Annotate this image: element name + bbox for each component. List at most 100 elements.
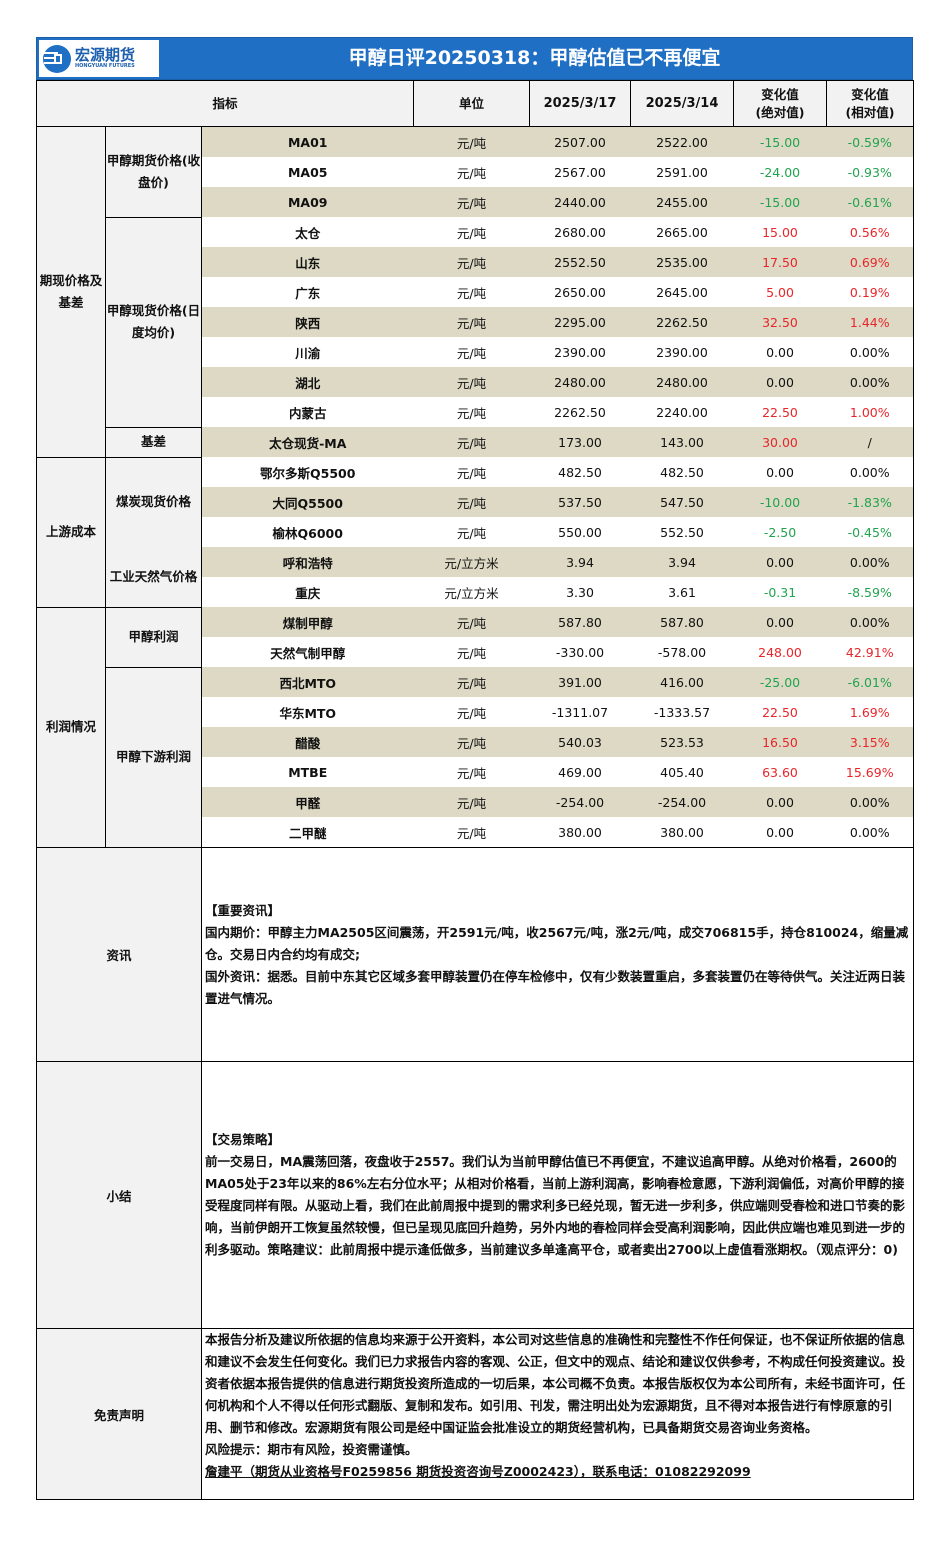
rel-change-value: 0.00% bbox=[826, 817, 914, 848]
disclaimer-row: 免责声明 本报告分析及建议所依据的信息均来源于公开资料，本公司对这些信息的准确性… bbox=[36, 1328, 914, 1500]
date2-value: 482.50 bbox=[660, 464, 704, 480]
news-row: 资讯 【重要资讯】 国内期价：甲醇主力MA2505区间震荡，开2591元/吨，收… bbox=[36, 847, 914, 1062]
disclaimer-label: 免责声明 bbox=[36, 1328, 202, 1500]
abs-change-value: -0.31 bbox=[763, 584, 797, 600]
col-date1: 2025/3/17 bbox=[529, 80, 631, 127]
table-row: 大同Q5500 元/吨 537.50 547.50 -10.00 -1.83% bbox=[37, 487, 914, 517]
news-line: 国内期价：甲醇主力MA2505区间震荡，开2591元/吨，收2567元/吨，涨2… bbox=[205, 924, 909, 962]
unit-cell: 元/立方米 bbox=[413, 547, 530, 577]
col-abs-change-line1: 变化值 bbox=[761, 86, 799, 102]
unit-cell: 元/吨 bbox=[413, 607, 530, 637]
abs-change-value: -2.50 bbox=[763, 524, 797, 540]
rel-change-value: 42.91% bbox=[826, 637, 914, 667]
table-row: 天然气制甲醇 元/吨 -330.00 -578.00 248.00 42.91% bbox=[37, 637, 914, 667]
abs-change-value: 0.00 bbox=[733, 607, 827, 637]
date2-value: 2480.00 bbox=[630, 367, 734, 397]
indicator-name: MA01 bbox=[201, 126, 414, 157]
table-row: 湖北 元/吨 2480.00 2480.00 0.00 0.00% bbox=[37, 367, 914, 397]
unit-cell: 元/吨 bbox=[413, 487, 530, 517]
table-row: 醋酸 元/吨 540.03 523.53 16.50 3.15% bbox=[37, 727, 914, 757]
table-row: MTBE 元/吨 469.00 405.40 63.60 15.69% bbox=[37, 757, 914, 787]
summary-content: 【交易策略】 前一交易日，MA震荡回落，夜盘收于2557。我们认为当前甲醇估值已… bbox=[201, 1061, 914, 1329]
table-row: 利润情况 甲醇利润 煤制甲醇 元/吨 587.80 587.80 0.00 0.00% bbox=[36, 606, 914, 848]
unit-cell: 元/吨 bbox=[413, 727, 530, 757]
rel-change-value: -0.59% bbox=[826, 126, 914, 157]
abs-change-value: 0.00 bbox=[766, 344, 794, 360]
date1-value: -330.00 bbox=[555, 644, 605, 660]
unit-cell: 元/吨 bbox=[413, 667, 530, 697]
table-row: 山东 元/吨 2552.50 2535.00 17.50 0.69% bbox=[37, 247, 914, 277]
indicator-name: MA05 bbox=[287, 164, 328, 180]
indicator-name: 煤制甲醇 bbox=[201, 607, 414, 637]
unit-cell: 元/吨 bbox=[413, 307, 530, 337]
rel-change-value: / bbox=[826, 427, 914, 457]
indicator-name: MA09 bbox=[201, 187, 414, 217]
indicator-name: 太仓 bbox=[295, 225, 321, 241]
indicator-name: 呼和浩特 bbox=[201, 547, 414, 577]
subgroup-label: 甲醇利润 bbox=[105, 606, 202, 668]
rel-change-value: 0.19% bbox=[826, 277, 914, 307]
company-logo: 宏源期货 HONGYUAN FUTURES bbox=[39, 40, 159, 77]
indicator-name: 天然气制甲醇 bbox=[270, 645, 346, 661]
logo-text-en: HONGYUAN FUTURES bbox=[75, 63, 135, 69]
indicator-name: 华东MTO bbox=[279, 705, 337, 721]
date1-value: 540.03 bbox=[529, 727, 631, 757]
date1-value: 2507.00 bbox=[529, 126, 631, 157]
abs-change-value: 0.00 bbox=[766, 464, 794, 480]
date2-value: 523.53 bbox=[630, 727, 734, 757]
report-title: 甲醇日评20250318：甲醇估值已不再便宜 bbox=[348, 47, 721, 69]
date1-value: 173.00 bbox=[529, 427, 631, 457]
abs-change-value: 0.00 bbox=[733, 817, 827, 848]
table-row: 基差 太仓现货-MA 元/吨 173.00 143.00 30.00/ bbox=[37, 426, 914, 458]
indicator-name: 二甲醚 bbox=[201, 817, 414, 848]
news-heading: 【重要资讯】 bbox=[205, 902, 281, 918]
abs-change-value: -25.00 bbox=[733, 667, 827, 697]
rel-change-value: 1.44% bbox=[826, 307, 914, 337]
date2-value: 380.00 bbox=[630, 817, 734, 848]
date1-value: -1311.07 bbox=[551, 704, 609, 720]
indicator-name: 广东 bbox=[295, 285, 321, 301]
news-label: 资讯 bbox=[36, 847, 202, 1062]
table-row: 华东MTO 元/吨 -1311.07 -1333.57 22.50 1.69% bbox=[37, 697, 914, 727]
table-row: 工业天然气价格 呼和浩特 元/立方米 3.94 3.94 0.00 0.00% bbox=[37, 547, 914, 608]
table-row: 榆林Q6000 元/吨 550.00 552.50 -2.50 -0.45% bbox=[37, 517, 914, 547]
indicator-name: MTBE bbox=[288, 764, 328, 780]
abs-change-value: 0.00 bbox=[733, 787, 827, 817]
abs-change-value: -15.00 bbox=[733, 126, 827, 157]
date1-value: 391.00 bbox=[529, 667, 631, 697]
subgroup-label: 工业天然气价格 bbox=[105, 547, 202, 608]
rel-change-value: -0.61% bbox=[826, 187, 914, 217]
summary-heading: 【交易策略】 bbox=[205, 1132, 281, 1147]
data-table: 指标 单位 2025/3/17 2025/3/14 变化值 (绝对值) 变化值 (相… bbox=[36, 80, 914, 1500]
table-row: 甲醇现货价格(日度均价) 太仓 元/吨 2680.00 2665.00 15.00 0.56… bbox=[37, 216, 914, 428]
rel-change-value: -1.83% bbox=[826, 487, 914, 517]
date2-value: 3.94 bbox=[630, 547, 734, 577]
category-label: 利润情况 bbox=[36, 606, 106, 848]
table-row: MA09 元/吨 2440.00 2455.00 -15.00 -0.61% bbox=[37, 187, 914, 217]
category-label: 期现价格及基差 bbox=[36, 126, 106, 458]
unit-cell: 元/吨 bbox=[456, 765, 487, 781]
date1-value: 550.00 bbox=[558, 524, 602, 540]
table-row: 陕西 元/吨 2295.00 2262.50 32.50 1.44% bbox=[37, 307, 914, 337]
date2-value: 547.50 bbox=[630, 487, 734, 517]
rel-change-value: 1.69% bbox=[826, 697, 914, 727]
unit-cell: 元/吨 bbox=[413, 187, 530, 217]
unit-cell: 元/吨 bbox=[456, 285, 487, 301]
unit-cell: 元/吨 bbox=[456, 405, 487, 421]
abs-change-value: 248.00 bbox=[758, 644, 802, 660]
date1-value: 380.00 bbox=[529, 817, 631, 848]
indicator-name: 榆林Q6000 bbox=[272, 525, 343, 541]
report-header: 宏源期货 HONGYUAN FUTURES 甲醇日评20250318：甲醇估值已… bbox=[36, 37, 913, 80]
disclaimer-text: 本报告分析及建议所依据的信息均来源于公开资料，本公司对这些信息的准确性和完整性不… bbox=[205, 1332, 906, 1435]
date2-value: -1333.57 bbox=[653, 704, 711, 720]
table-row: 甲醇下游利润 西北MTO 元/吨 391.00 416.00 -25.00 -6.01% bbox=[37, 666, 914, 848]
table-row: 二甲醚 元/吨 380.00 380.00 0.00 0.00% bbox=[37, 817, 914, 848]
subgroup-label: 甲醇现货价格(日度均价) bbox=[105, 216, 202, 428]
summary-text: 前一交易日，MA震荡回落，夜盘收于2557。我们认为当前甲醇估值已不再便宜，不建… bbox=[205, 1154, 906, 1257]
date2-value: -578.00 bbox=[657, 644, 707, 660]
unit-cell: 元/吨 bbox=[456, 525, 487, 541]
unit-cell: 元/吨 bbox=[456, 465, 487, 481]
news-line: 国外资讯：据悉。目前中东其它区域多套甲醇装置仍在停车检修中，仅有少数装置重启，多… bbox=[205, 968, 906, 1006]
rel-change-value: -0.93% bbox=[826, 157, 914, 187]
rel-change-value: -8.59% bbox=[826, 577, 914, 607]
